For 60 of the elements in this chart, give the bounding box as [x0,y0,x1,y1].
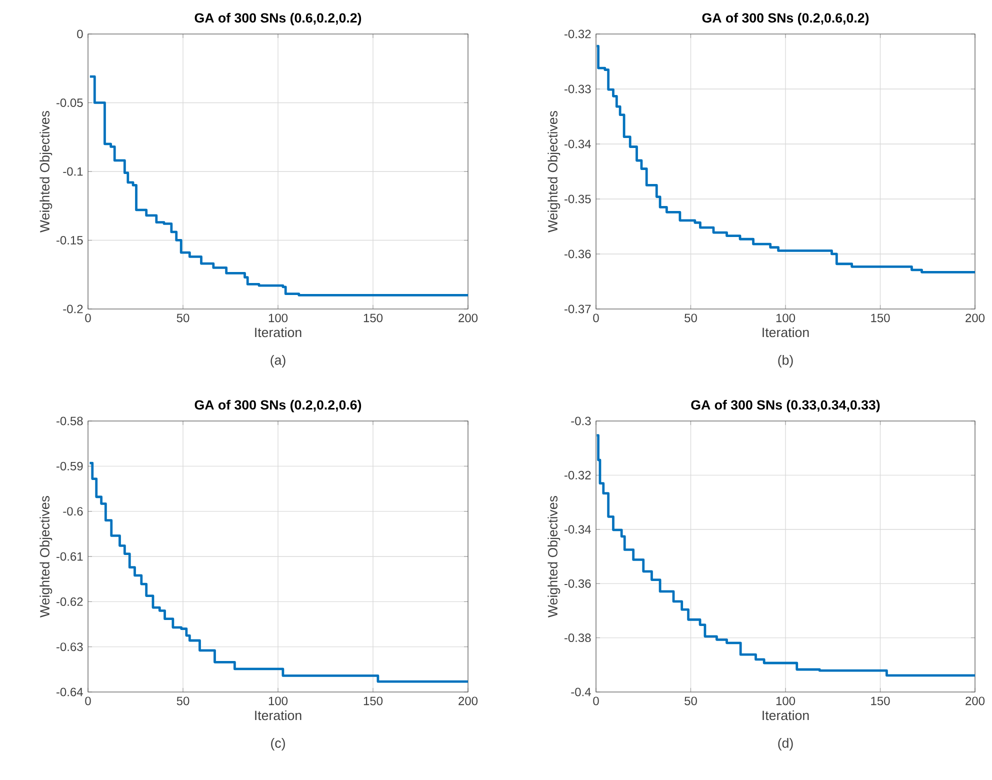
y-tick-label: -0.2 [63,304,83,314]
x-axis-title: Iteration [255,710,302,720]
x-tick-label: 50 [176,696,190,706]
text: (b) [778,355,793,368]
y-tick-label: -0.1 [63,167,83,176]
y-tick-label: -0.32 [564,470,591,480]
y-tick-label: -0.64 [56,688,83,696]
x-tick-label: 50 [684,696,697,706]
x-axis-title: Iteration [762,327,809,338]
y-tick-label: -0.34 [564,140,591,148]
x-tick-label: 100 [776,696,796,706]
text: (a) [270,355,286,368]
y-tick-label: -0.34 [564,525,591,534]
x-tick-label: 100 [776,314,796,322]
x-axis-title: Iteration [762,710,809,720]
y-tick-label: -0.6 [63,507,83,516]
text: (c) [271,738,285,750]
x-tick-label: 50 [176,314,190,322]
y-tick-label: -0.36 [564,579,591,588]
y-tick-label: -0.38 [564,634,591,642]
y-tick-label: -0.05 [56,98,83,107]
x-tick-label: 50 [684,314,697,322]
y-axis-title: Weighted Objectives [40,110,52,232]
chart-title: GA of 300 SNs (0.2,0.6,0.2) [702,12,869,26]
y-tick-label: 0 [77,30,83,38]
x-axis-title: Iteration [255,327,302,338]
text: (d) [778,738,793,750]
y-tick-label: -0.35 [564,194,591,204]
x-tick-label: 200 [458,314,478,322]
x-tick-label: 200 [966,314,985,322]
x-tick-label: 150 [364,696,383,706]
y-tick-label: -0.37 [564,304,591,314]
x-tick-label: 0 [593,314,599,322]
chart-title: GA of 300 SNs (0.2,0.2,0.6) [194,400,362,412]
x-tick-label: 0 [593,696,599,706]
x-tick-label: 150 [871,696,890,706]
x-tick-label: 200 [966,696,985,706]
x-tick-label: 150 [364,314,383,322]
y-tick-label: -0.59 [56,462,83,470]
y-tick-label: -0.62 [56,597,83,606]
y-tick-label: -0.36 [564,250,591,258]
y-axis-title: Weighted Objectives [548,110,560,232]
x-tick-label: 150 [871,314,890,322]
y-tick-label: -0.15 [56,236,83,244]
x-tick-label: 100 [268,696,288,706]
y-tick-label: -0.3 [571,416,591,426]
y-tick-label: -0.61 [56,552,83,561]
x-tick-label: 0 [85,696,91,706]
y-tick-label: -0.33 [564,84,591,94]
y-tick-label: -0.63 [56,642,83,652]
y-tick-label: -0.32 [564,30,591,38]
x-tick-label: 200 [458,696,478,706]
y-axis-title: Weighted Objectives [40,496,52,618]
y-tick-label: -0.58 [56,416,83,426]
x-tick-label: 0 [85,314,91,322]
y-axis-title: Weighted Objectives [548,496,560,618]
y-tick-label: -0.4 [571,688,591,696]
x-tick-label: 100 [268,314,288,322]
chart-title: GA of 300 SNs (0.6,0.2,0.2) [194,12,362,26]
chart-title: GA of 300 SNs (0.33,0.34,0.33) [691,400,880,412]
